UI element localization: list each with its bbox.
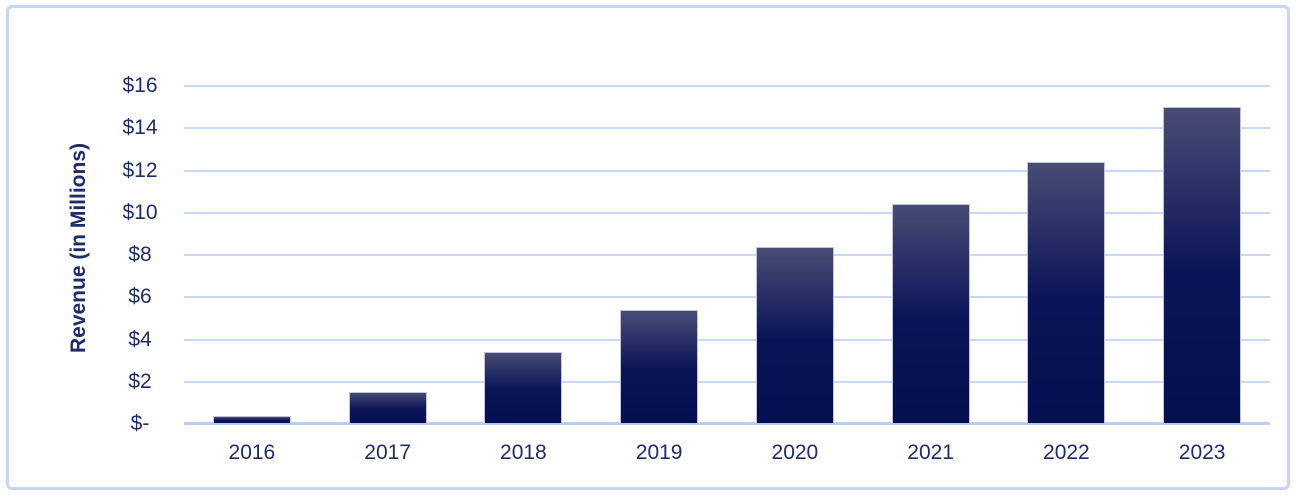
y-tick-label-2: $2 xyxy=(128,369,152,393)
plot-area xyxy=(184,85,1270,425)
gridline xyxy=(184,127,1270,130)
gridline xyxy=(184,169,1270,172)
y-tick-label-10: $10 xyxy=(122,200,158,224)
x-tick-label-2023: 2023 xyxy=(1178,441,1226,464)
y-tick-label-4: $4 xyxy=(128,327,152,351)
bar-2019 xyxy=(620,309,699,424)
bar-2020 xyxy=(755,246,834,424)
y-tick-label-12: $12 xyxy=(122,158,158,182)
gridline xyxy=(184,296,1270,299)
gridline xyxy=(184,254,1270,256)
y-tick-label-14: $14 xyxy=(122,116,158,140)
y-axis-title: Revenue (in Millions) xyxy=(67,142,90,354)
gridline xyxy=(184,380,1270,383)
x-axis-tick-labels: 2016 2017 2018 2019 2020 2021 2022 2023 xyxy=(184,441,1270,464)
y-tick-label-8: $8 xyxy=(128,243,152,266)
bar-2021 xyxy=(891,204,970,424)
bar-2017 xyxy=(348,392,427,424)
x-tick-label-2016: 2016 xyxy=(228,441,276,464)
x-axis-line xyxy=(184,422,1270,425)
x-tick-label-2019: 2019 xyxy=(635,441,683,464)
x-tick-label-2018: 2018 xyxy=(500,441,547,464)
gridline xyxy=(184,338,1270,341)
x-tick-label-2017: 2017 xyxy=(364,441,411,464)
x-tick-label-2022: 2022 xyxy=(1043,441,1090,464)
y-tick-label-6: $6 xyxy=(128,285,152,309)
gridline xyxy=(184,85,1270,87)
y-tick-label-0: $- xyxy=(130,412,150,435)
x-tick-label-2020: 2020 xyxy=(771,441,819,464)
bar-2016 xyxy=(212,415,291,424)
y-tick-label-16: $16 xyxy=(122,74,158,97)
bar-2023 xyxy=(1163,107,1242,424)
bar-2018 xyxy=(484,352,563,424)
x-tick-label-2021: 2021 xyxy=(907,441,954,464)
chart-card: Revenue (in Millions) $- $2 $4 $6 $8 $10 $12 $1… xyxy=(6,5,1290,490)
gridline xyxy=(184,211,1270,214)
bar-2022 xyxy=(1027,162,1106,424)
